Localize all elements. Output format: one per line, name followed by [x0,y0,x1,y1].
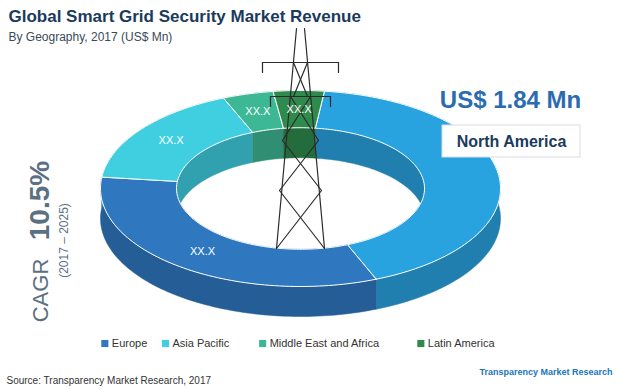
svg-text:Global Smart Grid Security Mar: Global Smart Grid Security Market Revenu… [9,7,361,26]
svg-text:Latin America: Latin America [428,337,496,349]
svg-text:XX.X: XX.X [245,105,271,117]
svg-text:North America: North America [457,133,567,150]
svg-text:XX.X: XX.X [159,134,185,146]
svg-text:Source: Transparency Market Re: Source: Transparency Market Research, 20… [7,375,212,386]
svg-text:XX.X: XX.X [287,103,313,115]
svg-text:(2017 – 2025): (2017 – 2025) [57,203,71,278]
svg-text:Transparency Market Research: Transparency Market Research [479,367,612,377]
svg-text:By Geography, 2017 (US$ Mn): By Geography, 2017 (US$ Mn) [9,30,173,44]
svg-text:Asia Pacific: Asia Pacific [172,337,229,349]
svg-text:Middle East and Africa: Middle East and Africa [270,337,380,349]
svg-text:XX.X: XX.X [190,245,216,257]
svg-text:CAGR: CAGR [28,259,53,323]
svg-text:US$ 1.84 Mn: US$ 1.84 Mn [440,86,581,113]
svg-text:10.5%: 10.5% [24,161,55,240]
svg-text:Europe: Europe [112,337,147,349]
